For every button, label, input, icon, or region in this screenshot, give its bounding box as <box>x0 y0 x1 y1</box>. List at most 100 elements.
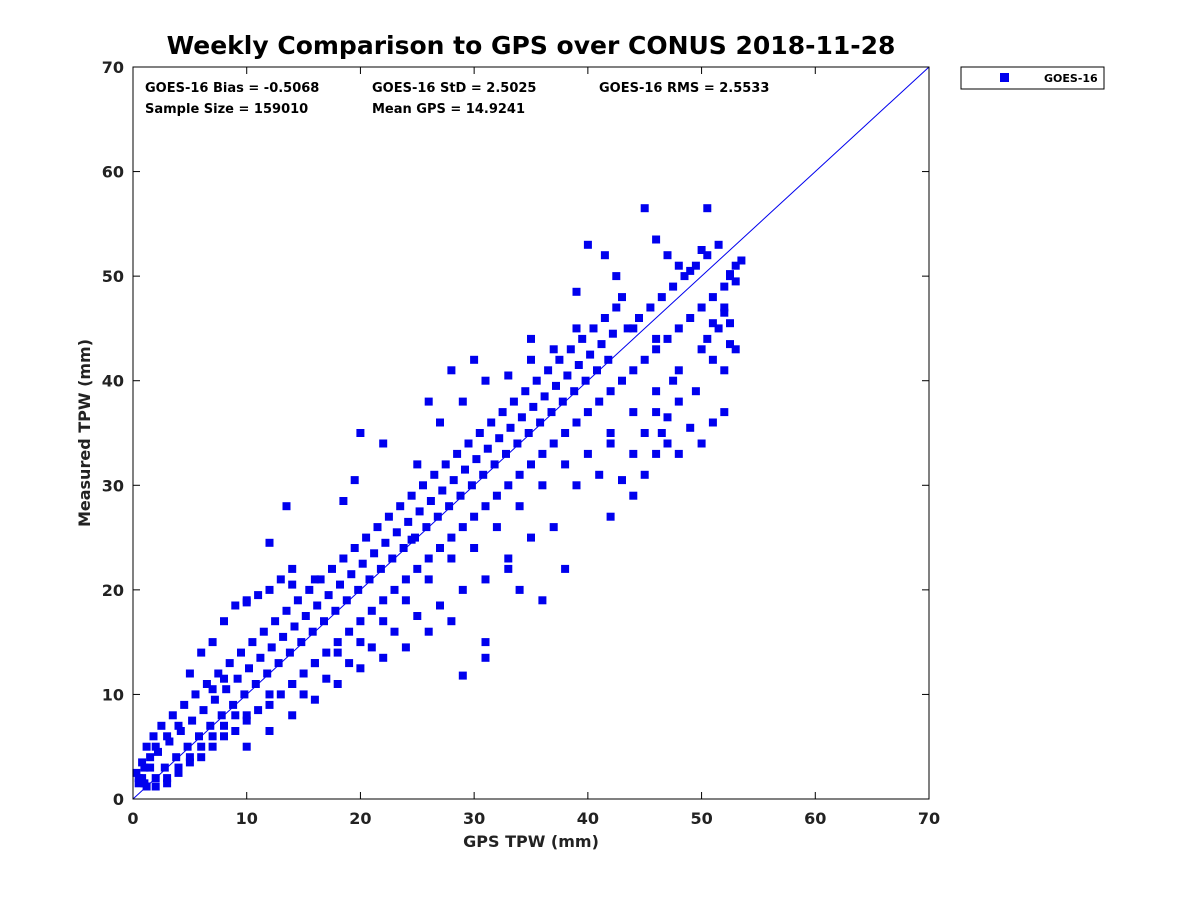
data-point <box>339 497 348 505</box>
data-point <box>629 449 638 458</box>
data-point <box>331 606 340 615</box>
data-point <box>220 674 228 683</box>
data-point <box>214 669 223 678</box>
data-point <box>199 706 208 715</box>
data-point <box>310 695 319 704</box>
data-point <box>527 533 535 542</box>
data-point <box>242 596 251 605</box>
data-point <box>574 361 583 369</box>
y-tick-label: 40 <box>102 372 124 391</box>
data-point <box>174 721 183 730</box>
data-point <box>322 648 331 657</box>
data-point <box>237 648 245 657</box>
data-point <box>623 324 632 333</box>
data-point <box>527 334 535 343</box>
data-point <box>720 308 729 317</box>
stat-mean-gps: Mean GPS = 14.9241 <box>372 102 525 117</box>
data-point <box>313 601 322 610</box>
data-point <box>132 768 141 777</box>
data-point <box>367 606 376 615</box>
data-point <box>185 753 194 762</box>
data-point <box>629 324 638 333</box>
data-point <box>475 429 484 437</box>
data-point <box>552 381 560 390</box>
data-point <box>220 721 228 730</box>
data-point <box>581 376 590 385</box>
data-point <box>217 711 226 720</box>
data-point <box>308 627 317 636</box>
data-point <box>691 261 700 270</box>
data-point <box>191 690 200 699</box>
data-point <box>165 737 174 746</box>
data-point <box>447 366 456 375</box>
data-point <box>461 465 469 474</box>
data-point <box>231 711 240 720</box>
data-point <box>197 742 206 751</box>
data-point <box>629 491 638 500</box>
data-point <box>652 334 661 343</box>
x-tick-label: 20 <box>349 809 371 828</box>
data-point <box>390 627 399 636</box>
data-point <box>413 564 422 573</box>
data-point <box>322 674 331 683</box>
data-point <box>570 387 579 396</box>
data-point <box>140 763 149 772</box>
data-point <box>225 659 234 668</box>
data-point <box>458 523 467 532</box>
data-point <box>151 782 160 791</box>
data-point <box>401 643 410 652</box>
data-point <box>436 418 444 427</box>
data-point <box>606 512 615 521</box>
x-tick-label: 40 <box>577 809 599 828</box>
data-point <box>208 742 217 751</box>
data-point <box>265 538 274 547</box>
data-point <box>265 700 274 709</box>
data-point <box>517 413 526 422</box>
data-point <box>180 700 189 709</box>
data-point <box>438 486 447 495</box>
data-point <box>316 575 325 584</box>
data-point <box>388 554 397 563</box>
data-point <box>652 345 661 354</box>
stat-rms: GOES-16 RMS = 2.5533 <box>599 81 769 96</box>
data-point <box>202 680 211 688</box>
data-point <box>350 476 359 485</box>
data-point <box>163 779 172 788</box>
data-point <box>629 366 638 375</box>
data-point <box>242 716 251 725</box>
data-point <box>635 314 643 322</box>
data-point <box>470 512 479 521</box>
data-point <box>347 570 356 579</box>
data-point <box>138 774 147 783</box>
data-point <box>231 727 240 735</box>
data-point <box>401 596 410 605</box>
data-point <box>646 303 655 312</box>
y-tick-label: 50 <box>102 267 124 286</box>
data-point <box>502 449 510 458</box>
data-point <box>404 517 413 526</box>
data-point <box>714 240 723 249</box>
data-point <box>449 476 458 485</box>
data-point <box>527 460 535 469</box>
data-point <box>708 319 717 328</box>
data-point <box>242 742 251 751</box>
data-point <box>720 282 729 291</box>
data-points <box>132 204 746 791</box>
data-point <box>586 350 595 359</box>
data-point <box>310 575 319 584</box>
x-tick-label: 10 <box>236 809 258 828</box>
data-point <box>333 638 342 647</box>
data-point <box>481 502 490 511</box>
data-point <box>160 763 169 772</box>
data-point <box>356 617 365 626</box>
data-point <box>578 334 587 343</box>
data-point <box>555 355 564 364</box>
data-point <box>686 314 695 322</box>
stat-sample-size: Sample Size = 159010 <box>145 102 308 117</box>
y-tick-label: 20 <box>102 581 124 600</box>
data-point <box>572 324 581 333</box>
data-point <box>231 601 240 610</box>
data-point <box>640 470 649 479</box>
data-point <box>134 779 143 788</box>
data-point <box>583 408 592 417</box>
